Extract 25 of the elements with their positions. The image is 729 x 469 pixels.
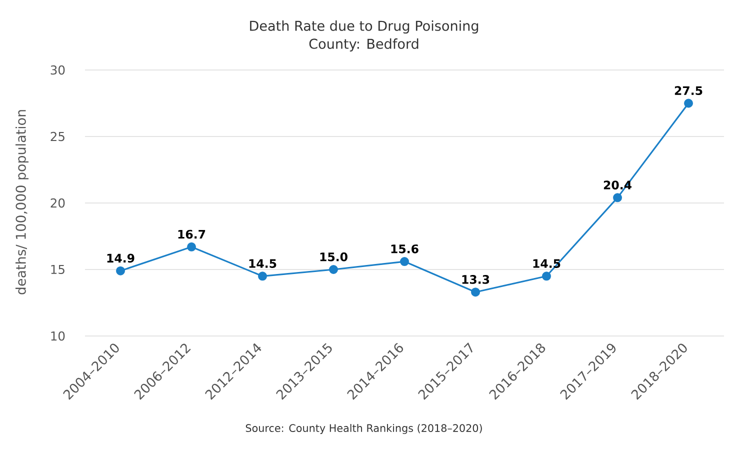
source-note: Source: County Health Rankings (2018–2020) [246, 424, 482, 434]
point [471, 288, 480, 297]
point [329, 264, 338, 274]
point [400, 257, 410, 266]
data-label: 15.6 [391, 244, 418, 254]
point [684, 98, 694, 108]
point [258, 272, 268, 281]
y-tick-label: 15 [51, 264, 64, 274]
chart-subtitle: County: Bedford [309, 38, 418, 52]
point [613, 193, 622, 202]
point [187, 242, 196, 252]
data-label: 14.5 [249, 259, 276, 268]
data-label: 27.5 [674, 86, 702, 96]
chart-title: Death Rate due to Drug Poisoning [250, 20, 478, 34]
data-label: 13.3 [462, 275, 490, 284]
data-label: 16.7 [178, 230, 206, 239]
y-axis-title: deaths/ 100,000 population [15, 110, 29, 294]
y-tick-label: 25 [50, 132, 64, 142]
data-label: 15.0 [320, 252, 348, 262]
data-label: 14.9 [107, 254, 134, 263]
point [116, 266, 126, 276]
y-tick-label: 20 [50, 198, 65, 208]
y-tick-label: 10 [51, 331, 65, 341]
point [542, 272, 552, 281]
y-tick-label: 30 [50, 65, 65, 75]
